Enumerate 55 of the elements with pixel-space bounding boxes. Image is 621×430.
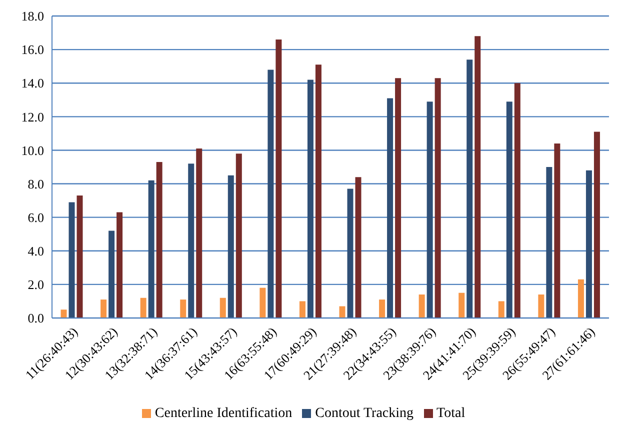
bar [156,162,162,318]
bar [236,154,242,318]
bar [339,306,346,318]
bar [108,230,115,318]
bar [220,298,226,318]
bar [268,70,274,318]
bar [434,78,441,318]
bar [180,300,186,318]
y-tick-label: 0.0 [28,310,44,326]
legend-label: Contout Tracking [315,406,414,421]
bar [578,279,584,318]
bar [506,102,512,318]
y-tick-label: 18.0 [21,8,44,24]
bar [474,36,481,318]
bar [307,80,314,318]
bar [594,132,600,318]
bar [116,212,123,318]
bar [458,292,465,318]
y-tick-label: 2.0 [28,277,44,292]
bar [554,144,560,318]
y-tick-label: 6.0 [28,210,44,225]
bar [586,170,592,318]
y-tick-label: 10.0 [21,142,44,158]
bar [466,60,473,318]
bar [299,301,306,318]
y-tick-label: 4.0 [28,244,44,259]
bar [260,288,266,318]
bar [188,164,194,318]
legend-label: Centerline Identification [154,406,292,421]
bar [68,202,75,318]
bar [355,177,362,318]
bar [148,180,154,318]
bar [315,64,322,318]
y-tick-label: 12.0 [21,109,44,124]
bar [228,175,234,318]
y-tick-label: 8.0 [28,176,44,192]
bar [379,300,386,318]
legend-label: Total [436,406,466,421]
y-tick-label: 16.0 [21,42,44,58]
bar [196,148,202,318]
bar [140,298,146,318]
bar [276,39,282,318]
bar [347,188,354,318]
bar [387,98,394,318]
bar [76,196,83,318]
bar [546,167,552,318]
bar [426,102,433,318]
bar [514,83,520,318]
bar [60,310,67,318]
bar [100,300,107,318]
bar [395,78,402,318]
bar [418,294,425,318]
bar [538,294,544,318]
y-tick-label: 14.0 [21,76,44,91]
bar [498,301,504,318]
